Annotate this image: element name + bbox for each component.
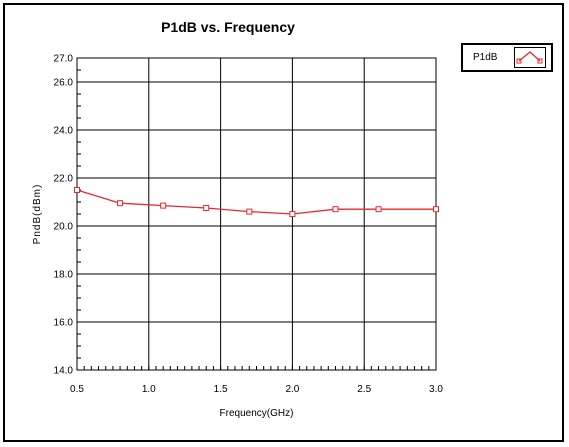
series-layer xyxy=(74,187,439,217)
data-point-marker xyxy=(246,208,253,215)
y-tick-labels: 14.0 16.0 18.0 20.0 22.0 24.0 26.0 27.0 xyxy=(54,54,74,377)
x-tick-label: 1.0 xyxy=(142,384,156,395)
data-point-marker xyxy=(332,206,339,213)
data-point-marker xyxy=(160,202,167,209)
y-axis-label: PndB(dBm) xyxy=(32,184,43,245)
y-tick-label: 16.0 xyxy=(54,318,74,329)
data-point-marker xyxy=(117,200,124,207)
chart-frame xyxy=(3,3,564,442)
y-tick-label: 20.0 xyxy=(54,222,74,233)
legend-line-icon xyxy=(516,51,543,64)
x-tick-label: 2.0 xyxy=(285,384,299,395)
series-line xyxy=(76,189,436,215)
y-tick-label: 27.0 xyxy=(54,54,74,65)
data-point-marker xyxy=(203,205,210,211)
y-tick-label: 24.0 xyxy=(54,126,74,137)
legend: P1dB xyxy=(461,43,553,72)
y-tick-label: 18.0 xyxy=(54,270,74,281)
data-point-marker xyxy=(74,187,80,193)
data-point-marker xyxy=(433,206,439,213)
minor-ticks xyxy=(76,57,437,371)
chart-title: P1dB vs. Frequency xyxy=(161,19,295,35)
x-tick-label: 0.5 xyxy=(70,384,84,395)
data-point-marker xyxy=(289,211,296,217)
x-tick-label: 2.5 xyxy=(357,384,371,395)
y-tick-label: 22.0 xyxy=(54,174,74,185)
x-tick-label: 1.5 xyxy=(214,384,228,395)
grid xyxy=(76,57,437,371)
x-tick-labels: 0.5 1.0 1.5 2.0 2.5 3.0 xyxy=(70,384,443,395)
x-tick-label: 3.0 xyxy=(429,384,443,395)
x-axis-label: Frequency(GHz) xyxy=(220,408,294,419)
y-tick-label: 14.0 xyxy=(54,366,74,377)
plot-border xyxy=(76,57,437,371)
legend-label: P1dB xyxy=(473,52,498,63)
y-tick-label: 26.0 xyxy=(54,78,74,89)
legend-swatch xyxy=(514,47,546,68)
data-point-marker xyxy=(375,206,382,213)
